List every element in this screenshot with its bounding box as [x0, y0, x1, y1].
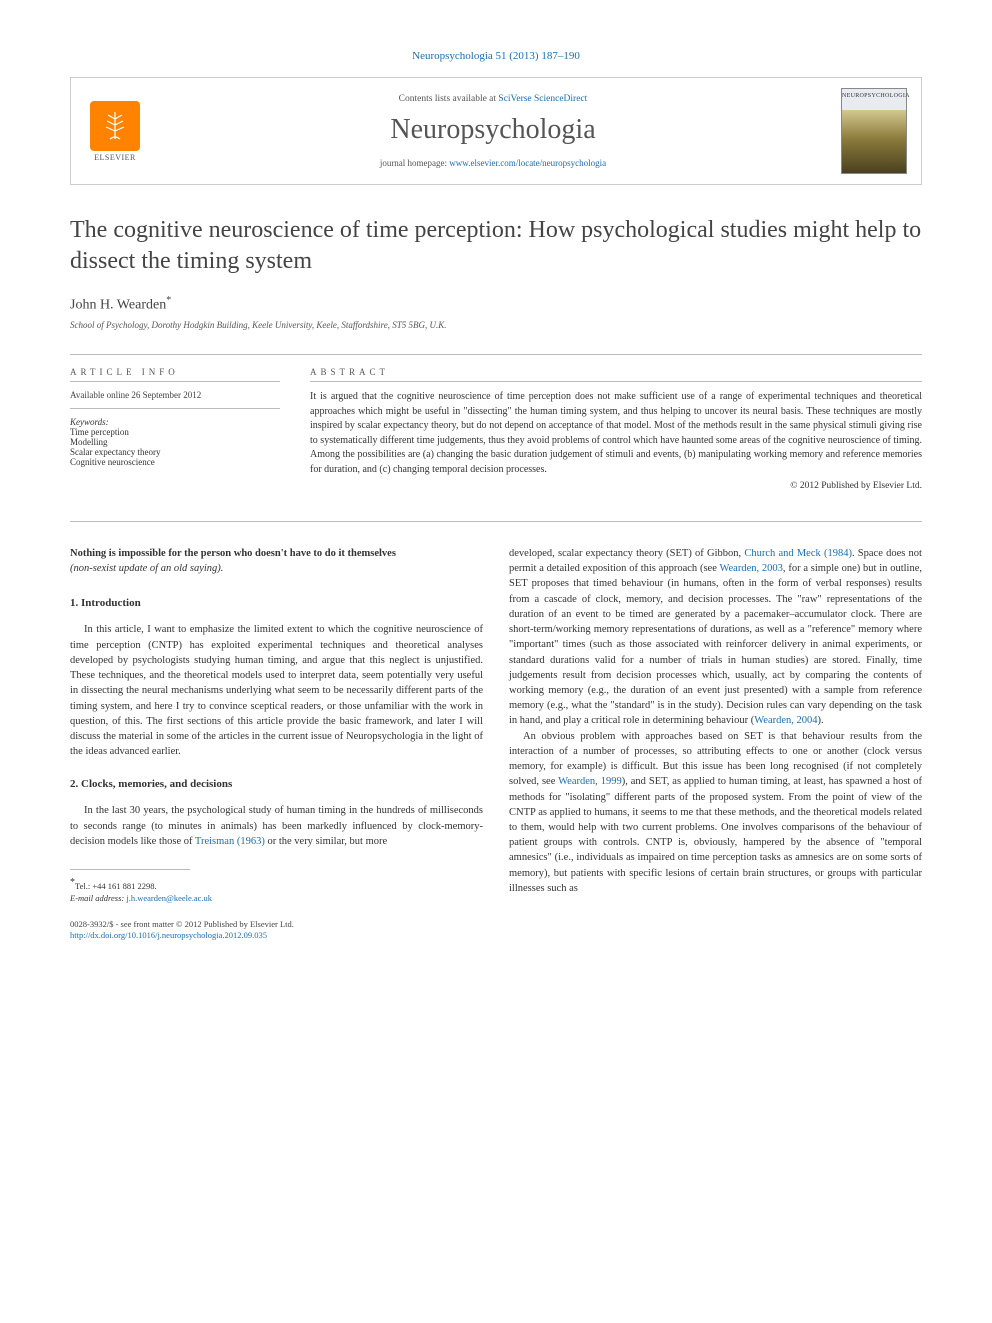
keyword: Modelling	[70, 437, 280, 447]
email-label: E-mail address:	[70, 893, 126, 903]
homepage-prefix: journal homepage:	[380, 158, 449, 168]
keyword: Time perception	[70, 427, 280, 437]
affiliation: School of Psychology, Dorothy Hodgkin Bu…	[70, 320, 922, 330]
column-right: developed, scalar expectancy theory (SET…	[509, 546, 922, 942]
text-span: ).	[818, 715, 824, 726]
paragraph: An obvious problem with approaches based…	[509, 729, 922, 896]
abstract-block: abstract It is argued that the cognitive…	[310, 367, 922, 491]
paragraph: In the last 30 years, the psychological …	[70, 803, 483, 849]
section-2-heading: 2. Clocks, memories, and decisions	[70, 777, 483, 793]
mini-divider	[70, 408, 280, 409]
abstract-label: abstract	[310, 367, 922, 382]
info-label: article info	[70, 367, 280, 382]
citation-link[interactable]: Treisman (1963)	[195, 836, 265, 847]
email-link[interactable]: j.h.wearden@keele.ac.uk	[126, 893, 212, 903]
citation-link[interactable]: Wearden, 1999	[558, 776, 622, 787]
intro-paragraph: In this article, I want to emphasize the…	[70, 622, 483, 759]
epigraph: Nothing is impossible for the person who…	[70, 546, 483, 561]
meta-row: article info Available online 26 Septemb…	[70, 367, 922, 491]
contents-prefix: Contents lists available at	[399, 94, 499, 104]
keyword: Cognitive neuroscience	[70, 457, 280, 467]
text-span: ), and SET, as applied to human timing, …	[509, 776, 922, 894]
issn-line: 0028-3932/$ - see front matter © 2012 Pu…	[70, 919, 483, 931]
body-columns: Nothing is impossible for the person who…	[70, 546, 922, 942]
citation-link[interactable]: Wearden, 2003	[719, 563, 782, 574]
article-page: Neuropsychologia 51 (2013) 187–190 ELSEV…	[0, 0, 992, 982]
section-1-heading: 1. Introduction	[70, 596, 483, 612]
epigraph-note: (non-sexist update of an old saying).	[70, 561, 483, 576]
article-title: The cognitive neuroscience of time perce…	[70, 215, 922, 277]
corresponding-marker: *	[166, 295, 171, 306]
text-span: , for a simple one) but in outline, SET …	[509, 563, 922, 726]
citation-link[interactable]: Wearden, 2004	[754, 715, 817, 726]
journal-name: Neuropsychologia	[145, 114, 841, 146]
elsevier-logo: ELSEVIER	[85, 95, 145, 167]
tree-icon	[98, 109, 132, 143]
elsevier-label: ELSEVIER	[94, 153, 136, 162]
available-online: Available online 26 September 2012	[70, 390, 280, 400]
author-list: John H. Wearden*	[70, 295, 922, 314]
text-span: developed, scalar expectancy theory (SET…	[509, 548, 744, 559]
author-name: John H. Wearden	[70, 298, 166, 313]
footnote-divider	[70, 869, 190, 870]
footnote-tel: Tel.: +44 161 881 2298.	[75, 881, 157, 891]
running-head-link[interactable]: Neuropsychologia 51 (2013) 187–190	[412, 50, 580, 62]
corresponding-footnote: *Tel.: +44 161 881 2298.	[70, 876, 483, 893]
article-info: article info Available online 26 Septemb…	[70, 367, 280, 491]
text-span: or the very similar, but more	[265, 836, 387, 847]
divider	[70, 354, 922, 355]
email-footnote: E-mail address: j.h.wearden@keele.ac.uk	[70, 893, 483, 905]
sciencedirect-link[interactable]: SciVerse ScienceDirect	[498, 94, 587, 104]
citation-link[interactable]: Church and Meck (1984)	[744, 548, 852, 559]
column-left: Nothing is impossible for the person who…	[70, 546, 483, 942]
header-center: Contents lists available at SciVerse Sci…	[145, 94, 841, 168]
journal-header-box: ELSEVIER Contents lists available at Sci…	[70, 77, 922, 185]
running-head: Neuropsychologia 51 (2013) 187–190	[70, 50, 922, 62]
footer-meta: 0028-3932/$ - see front matter © 2012 Pu…	[70, 919, 483, 943]
paragraph: developed, scalar expectancy theory (SET…	[509, 546, 922, 729]
homepage-line: journal homepage: www.elsevier.com/locat…	[145, 158, 841, 168]
homepage-link[interactable]: www.elsevier.com/locate/neuropsychologia	[449, 158, 606, 168]
abstract-text: It is argued that the cognitive neurosci…	[310, 390, 922, 477]
doi-link[interactable]: http://dx.doi.org/10.1016/j.neuropsychol…	[70, 930, 267, 940]
keywords-label: Keywords:	[70, 417, 280, 427]
journal-cover-thumbnail	[841, 88, 907, 174]
elsevier-tree-icon	[90, 101, 140, 151]
contents-line: Contents lists available at SciVerse Sci…	[145, 94, 841, 104]
copyright: © 2012 Published by Elsevier Ltd.	[310, 481, 922, 491]
divider	[70, 521, 922, 522]
keyword: Scalar expectancy theory	[70, 447, 280, 457]
